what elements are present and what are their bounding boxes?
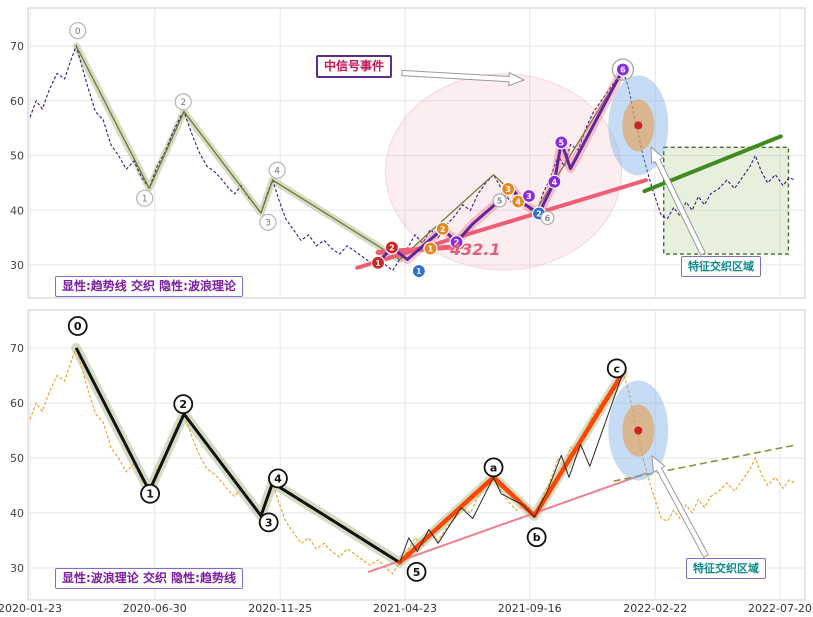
signal-marker: 1 (370, 255, 386, 270)
top-feature-region-label: 特征交织区域 (681, 256, 761, 277)
svg-text:2: 2 (454, 238, 460, 247)
wave-label-a: a (483, 457, 504, 478)
annotation-arrow (401, 69, 526, 87)
svg-text:2: 2 (180, 98, 186, 108)
svg-text:2020-01-23: 2020-01-23 (0, 602, 62, 615)
signal-marker: 2 (449, 234, 464, 250)
svg-text:2020-06-30: 2020-06-30 (123, 602, 187, 615)
svg-text:4: 4 (552, 178, 558, 187)
y-tick-label: 30 (10, 259, 24, 272)
svg-text:2022-07-20: 2022-07-20 (748, 602, 812, 615)
svg-text:a: a (490, 461, 497, 474)
signal-marker: 5 (492, 193, 507, 208)
bottom-feature-region-label: 特征交织区域 (686, 558, 766, 579)
feature-region-rect (663, 146, 790, 255)
implicit-trend-dashed (613, 444, 794, 482)
trend-line (355, 178, 648, 270)
signal-marker: 3 (501, 181, 516, 196)
wave-label-1: 1 (140, 483, 161, 504)
signal-highlight-ellipse (385, 73, 623, 271)
top-legend-label: 显性:趋势线 交织 隐性:波浪理论 (55, 276, 243, 297)
impulse-wave-line (74, 347, 401, 564)
svg-text:2: 2 (179, 398, 187, 411)
wave-label-0: 0 (69, 22, 87, 40)
svg-text:2022-02-22: 2022-02-22 (623, 602, 687, 615)
signal-marker: 3 (521, 188, 537, 204)
signal-marker: 1 (423, 241, 438, 256)
trend-line (367, 472, 647, 573)
svg-text:c: c (613, 362, 620, 375)
wave-label-4: 4 (268, 161, 286, 179)
annotation-arrow (650, 145, 706, 256)
svg-text:1: 1 (142, 194, 148, 204)
zigzag-overlay (399, 372, 624, 563)
y-tick-label: 60 (10, 397, 24, 410)
svg-text:1: 1 (428, 245, 434, 254)
svg-text:2: 2 (389, 243, 395, 252)
svg-text:0: 0 (74, 320, 82, 333)
abc-wave-line (397, 370, 626, 565)
svg-text:6: 6 (545, 214, 551, 223)
y-tick-label: 70 (10, 40, 24, 53)
signal-event-label: 中信号事件 (316, 55, 393, 78)
svg-text:1: 1 (146, 488, 154, 501)
signal-marker: 6 (540, 210, 555, 226)
wave-label-2: 2 (174, 93, 192, 111)
y-tick-label: 70 (10, 342, 24, 355)
wave-label-3: 3 (258, 512, 279, 533)
wave-label-4: 4 (268, 468, 288, 489)
price-line (29, 44, 795, 272)
y-tick-label: 30 (10, 562, 24, 575)
signal-marker: 4 (547, 174, 562, 189)
panel-bottom: 30 40 50 60 70 0 1 2 3 4 5 a b c (10, 309, 806, 601)
svg-text:3: 3 (265, 516, 273, 529)
svg-text:1: 1 (375, 259, 381, 268)
svg-text:b: b (533, 531, 541, 544)
signal-marker: 2 (384, 240, 399, 255)
y-tick-label: 60 (10, 95, 24, 108)
signal-marker: 2 (435, 221, 450, 236)
svg-text:5: 5 (559, 138, 565, 147)
annotation-arrow (651, 454, 709, 558)
signal-marker: 1 (411, 263, 426, 279)
y-tick-label: 40 (10, 507, 24, 520)
svg-text:2: 2 (536, 210, 542, 219)
signal-marker: 6 (611, 58, 635, 81)
svg-text:1: 1 (416, 267, 422, 276)
wave-label-3: 3 (259, 213, 277, 231)
svg-text:4: 4 (274, 167, 280, 177)
y-tick-label: 50 (10, 452, 24, 465)
y-tick-label: 40 (10, 204, 24, 217)
svg-text:6: 6 (620, 66, 626, 75)
svg-text:5: 5 (413, 566, 421, 579)
wave-label-5: 5 (406, 561, 427, 582)
wave-label-1: 1 (136, 189, 154, 207)
svg-text:5: 5 (497, 196, 503, 205)
price-level-label: 432.1 (450, 240, 501, 259)
wave-label-b: b (526, 527, 547, 548)
svg-text:2020-11-25: 2020-11-25 (248, 602, 312, 615)
target-marker (608, 380, 669, 481)
x-axis-labels: 2020-01-23 2020-06-30 2020-11-25 2021-04-23… (0, 602, 812, 615)
svg-text:0: 0 (75, 27, 81, 37)
svg-text:3: 3 (505, 185, 511, 194)
svg-text:3: 3 (265, 219, 271, 229)
signal-marker: 5 (554, 135, 569, 150)
wave-label-c: c (606, 358, 627, 379)
svg-text:2021-04-23: 2021-04-23 (373, 602, 437, 615)
wave-label-0: 0 (67, 316, 88, 336)
svg-text:2021-09-16: 2021-09-16 (498, 602, 562, 615)
svg-text:4: 4 (515, 197, 521, 206)
svg-text:4: 4 (274, 472, 282, 485)
svg-text:2: 2 (440, 225, 446, 234)
wave-label-2: 2 (173, 394, 194, 415)
svg-text:3: 3 (526, 192, 532, 201)
bottom-legend-label: 显性:波浪理论 交织 隐性:趋势线 (55, 568, 243, 589)
y-tick-label: 50 (10, 150, 24, 163)
